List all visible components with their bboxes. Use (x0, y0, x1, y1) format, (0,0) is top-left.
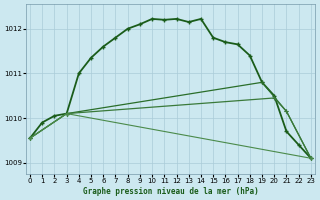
X-axis label: Graphe pression niveau de la mer (hPa): Graphe pression niveau de la mer (hPa) (83, 187, 258, 196)
